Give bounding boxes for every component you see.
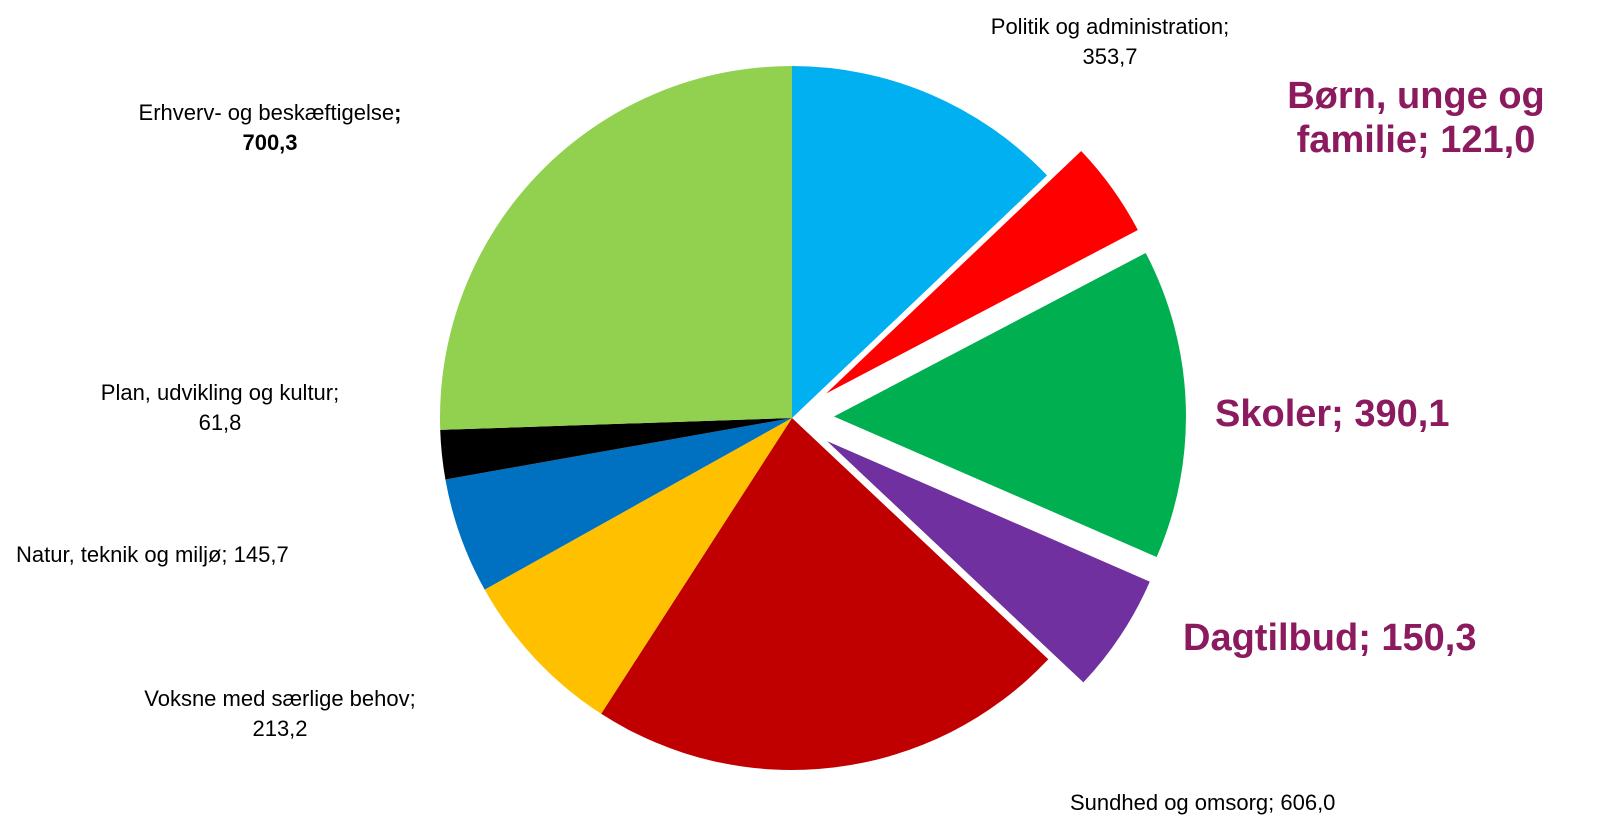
label-voksne-med-saerlige-behov: Voksne med særlige behov; 213,2 bbox=[60, 684, 500, 744]
pie-slice-sundhed-og-omsorg bbox=[601, 418, 1049, 771]
label-erhverv-og-beskaeftigelse: Erhverv- og beskæftigelse; 700,3 bbox=[60, 98, 480, 158]
pie-slice-skoler bbox=[833, 252, 1186, 558]
label-plan-udvikling-og-kultur: Plan, udvikling og kultur; 61,8 bbox=[20, 378, 420, 438]
pie-slice-erhverv-og-beskaeftigelse bbox=[440, 66, 792, 430]
pie-slice-dagtilbud bbox=[827, 441, 1150, 683]
label-erhverv-semicolon: ; bbox=[394, 100, 402, 125]
label-politik-name: Politik og administration; bbox=[990, 14, 1230, 39]
label-skoler: Skoler; 390,1 bbox=[1215, 393, 1450, 435]
label-voksne-value: 213,2 bbox=[252, 716, 308, 741]
label-born-unge-og-familie: Børn, unge og familie; 121,0 bbox=[1236, 74, 1596, 162]
label-natur-teknik-og-miljo: Natur, teknik og miljø; 145,7 bbox=[16, 542, 289, 567]
pie-slice-voksne-med-saerlige-behov bbox=[484, 418, 792, 714]
pie-slice-born-unge-og-familie bbox=[826, 150, 1138, 394]
pie-slice-politik-og-administration bbox=[792, 66, 1048, 418]
label-sundhed-og-omsorg: Sundhed og omsorg; 606,0 bbox=[1070, 790, 1336, 815]
pie-slice-plan-udvikling-og-kultur bbox=[440, 418, 792, 480]
pie-slice-natur-teknik-og-miljo bbox=[445, 418, 792, 590]
label-plan-name: Plan, udvikling og kultur; bbox=[100, 380, 340, 405]
label-born-name: Børn, unge og bbox=[1287, 75, 1545, 117]
label-erhverv-name: Erhverv- og beskæftigelse bbox=[138, 100, 395, 125]
label-plan-value: 61,8 bbox=[198, 410, 242, 435]
label-politik-og-administration: Politik og administration; 353,7 bbox=[940, 12, 1280, 72]
label-erhverv-value: 700,3 bbox=[242, 130, 298, 155]
label-voksne-name: Voksne med særlige behov; bbox=[144, 686, 416, 711]
label-dagtilbud: Dagtilbud; 150,3 bbox=[1183, 617, 1477, 659]
label-born-value: familie; 121,0 bbox=[1296, 119, 1536, 161]
label-politik-value: 353,7 bbox=[1082, 44, 1138, 69]
